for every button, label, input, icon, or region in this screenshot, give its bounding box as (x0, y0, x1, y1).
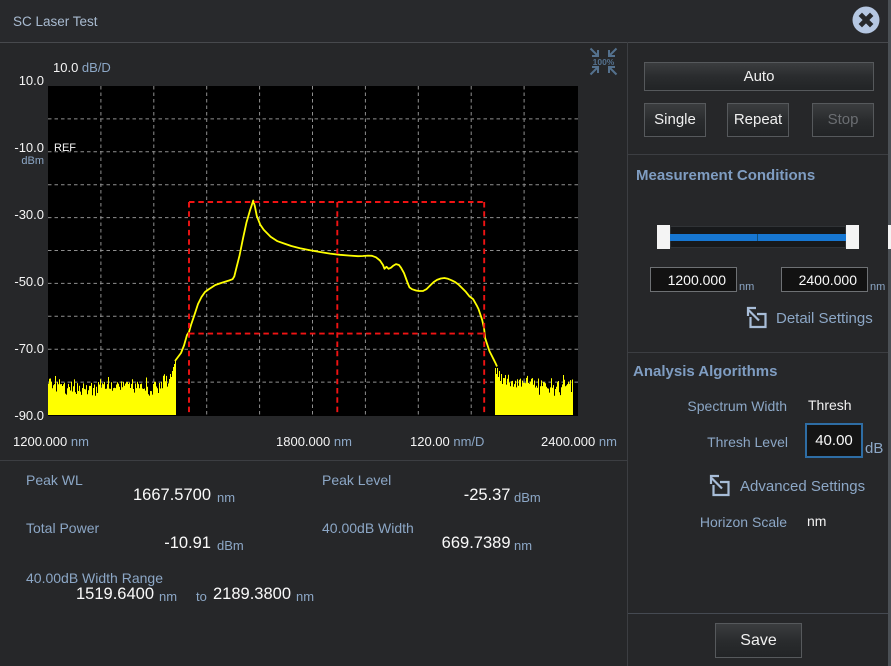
svg-text:100%: 100% (593, 57, 615, 67)
